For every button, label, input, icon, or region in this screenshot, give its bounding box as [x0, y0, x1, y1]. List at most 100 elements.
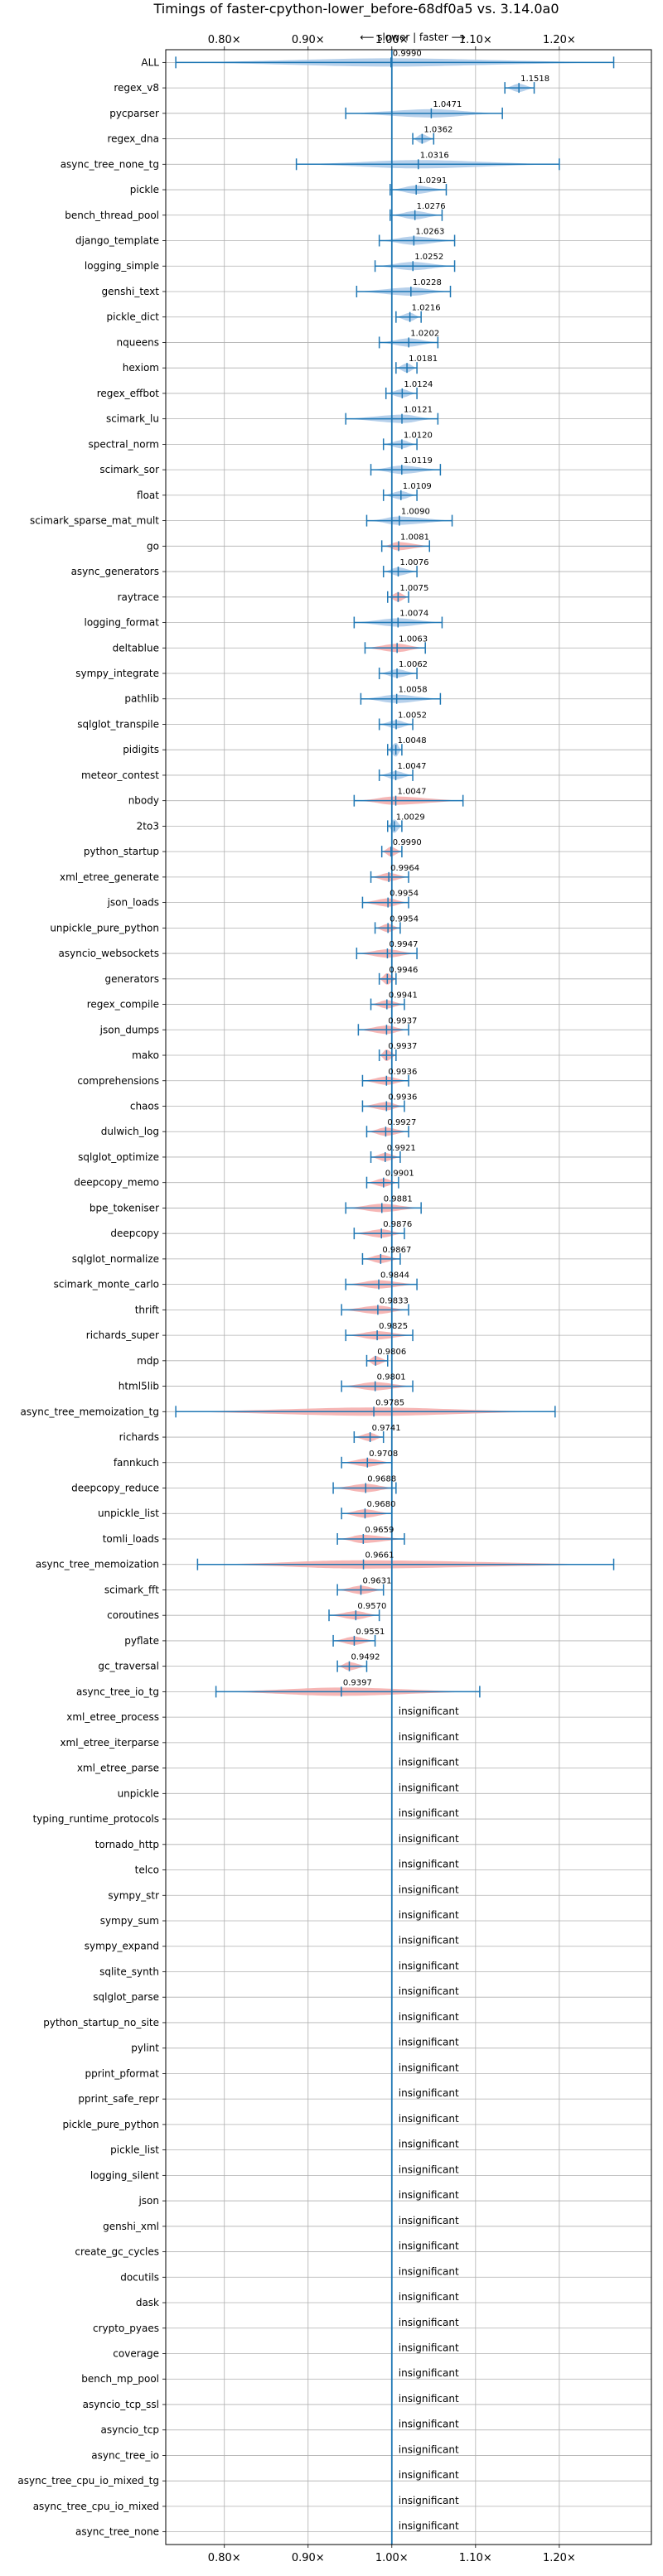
benchmark-label: asyncio_tcp_ssl — [83, 2399, 159, 2410]
value-label: 1.0362 — [423, 126, 452, 135]
benchmark-label: richards_super — [86, 1329, 159, 1341]
benchmark-label: typing_runtime_protocols — [33, 1813, 159, 1825]
x-tick-label-top: 0.80× — [208, 34, 241, 46]
benchmark-label: async_tree_io — [91, 2449, 159, 2461]
value-label: 1.0075 — [399, 584, 428, 593]
value-label: 0.9954 — [390, 914, 419, 924]
insignificant-label: insignificant — [399, 2113, 459, 2125]
value-label: 0.9927 — [387, 1118, 416, 1127]
value-label: 1.0062 — [399, 660, 428, 669]
x-tick-label-top: 0.90× — [292, 34, 325, 46]
benchmark-label: async_tree_io_tg — [76, 1686, 159, 1697]
benchmark-label: meteor_contest — [81, 769, 159, 781]
insignificant-label: insignificant — [399, 1859, 459, 1870]
insignificant-label: insignificant — [399, 2317, 459, 2328]
value-label: 0.9570 — [357, 1602, 386, 1611]
insignificant-label: insignificant — [399, 1985, 459, 1997]
x-tick-label-top: 1.00× — [375, 34, 409, 46]
value-label: 1.0109 — [403, 482, 432, 491]
value-label: 1.0047 — [398, 762, 427, 771]
insignificant-label: insignificant — [399, 2037, 459, 2048]
value-label: 1.0202 — [410, 329, 439, 338]
benchmark-label: scimark_sor — [99, 464, 159, 475]
insignificant-label: insignificant — [399, 2139, 459, 2150]
value-label: 0.9806 — [377, 1348, 406, 1357]
benchmark-label: deltablue — [113, 642, 159, 654]
benchmark-label: async_tree_memoization_tg — [21, 1406, 159, 1417]
value-label: 0.9741 — [372, 1424, 401, 1433]
x-tick-label-bottom: 1.20× — [543, 2552, 576, 2564]
benchmark-label: python_startup_no_site — [43, 2017, 159, 2028]
benchmark-label: pickle_dict — [107, 311, 160, 323]
benchmark-label: bench_mp_pool — [81, 2373, 159, 2385]
benchmark-label: pickle_pure_python — [63, 2119, 159, 2130]
value-label: 0.9876 — [383, 1220, 412, 1229]
benchmark-label: pathlib — [124, 693, 159, 705]
insignificant-label: insignificant — [399, 2495, 459, 2506]
value-label: 1.0316 — [420, 151, 449, 160]
x-tick-label-top: 1.20× — [543, 34, 576, 46]
label-layer: 0.9990 1.1518 1.0471 1.0362 1.0316 1.0291 1.02… — [343, 49, 549, 2531]
value-label: 0.9937 — [388, 1016, 417, 1025]
x-tick-label-bottom: 1.00× — [375, 2552, 409, 2564]
benchmark-label: dulwich_log — [101, 1126, 159, 1137]
value-label: 1.0216 — [412, 304, 441, 313]
benchmark-label: mako — [132, 1049, 159, 1061]
value-label: 0.9397 — [343, 1678, 372, 1687]
value-label: 1.0291 — [418, 176, 447, 186]
chart-title: Timings of faster-cpython-lower_before-6… — [153, 1, 559, 17]
benchmark-label: generators — [104, 973, 159, 985]
insignificant-label: insignificant — [399, 1757, 459, 1768]
benchmark-label: unpickle_list — [98, 1507, 159, 1519]
benchmark-label: pycparser — [109, 108, 159, 119]
value-label: 1.0052 — [398, 711, 427, 720]
benchmark-label: spectral_norm — [88, 438, 159, 450]
value-label: 1.0252 — [414, 253, 443, 262]
value-label: 0.9901 — [385, 1170, 414, 1179]
benchmark-label: bpe_tokeniser — [90, 1202, 159, 1213]
value-label: 0.9954 — [390, 890, 419, 899]
insignificant-label: insignificant — [399, 1935, 459, 1946]
benchmark-label: raytrace — [118, 591, 159, 603]
benchmark-label: xml_etree_process — [66, 1711, 159, 1723]
benchmark-label: pickle — [130, 184, 159, 195]
benchmark-label: chaos — [130, 1100, 159, 1112]
insignificant-label: insignificant — [399, 2419, 459, 2430]
benchmark-label: pprint_safe_repr — [78, 2093, 159, 2105]
value-label: 1.0263 — [415, 228, 444, 237]
insignificant-label: insignificant — [399, 1884, 459, 1895]
benchmark-label: html5lib — [119, 1381, 159, 1392]
benchmark-label: genshi_xml — [103, 2221, 159, 2232]
value-label: 0.9946 — [389, 966, 418, 975]
benchmark-label: async_tree_cpu_io_mixed_tg — [17, 2475, 159, 2487]
value-label: 0.9937 — [388, 1042, 417, 1051]
value-label: 0.9990 — [393, 838, 422, 847]
benchmark-label: scimark_sparse_mat_mult — [30, 515, 159, 527]
benchmark-label: coroutines — [107, 1609, 159, 1621]
insignificant-label: insignificant — [399, 2011, 459, 2023]
benchmark-label: async_generators — [71, 566, 159, 577]
value-label: 1.0063 — [399, 634, 428, 644]
benchmark-label: unpickle — [118, 1787, 159, 1799]
value-label: 0.9964 — [390, 864, 419, 873]
x-tick-label-top: 1.10× — [459, 34, 492, 46]
benchmark-label: sympy_integrate — [75, 668, 159, 679]
benchmark-label: async_tree_none — [75, 2526, 159, 2538]
benchmark-label: ALL — [141, 56, 159, 68]
value-label: 0.9825 — [379, 1322, 408, 1331]
benchmark-label: richards — [119, 1431, 159, 1443]
value-label: 0.9551 — [356, 1628, 385, 1637]
benchmark-label: fannkuch — [114, 1457, 159, 1469]
value-label: 0.9881 — [384, 1194, 413, 1204]
value-label: 1.0090 — [401, 508, 430, 517]
value-label: 1.0047 — [398, 788, 427, 797]
benchmark-label: dask — [136, 2297, 159, 2308]
benchmark-label: pyflate — [124, 1635, 159, 1647]
x-tick-label-bottom: 1.10× — [459, 2552, 492, 2564]
benchmark-label: async_tree_none_tg — [60, 158, 159, 170]
insignificant-label: insignificant — [399, 2265, 459, 2277]
benchmark-label: crypto_pyaes — [93, 2323, 159, 2334]
value-label: 0.9990 — [393, 49, 422, 58]
insignificant-label: insignificant — [399, 1705, 459, 1717]
insignificant-label: insignificant — [399, 1909, 459, 1921]
